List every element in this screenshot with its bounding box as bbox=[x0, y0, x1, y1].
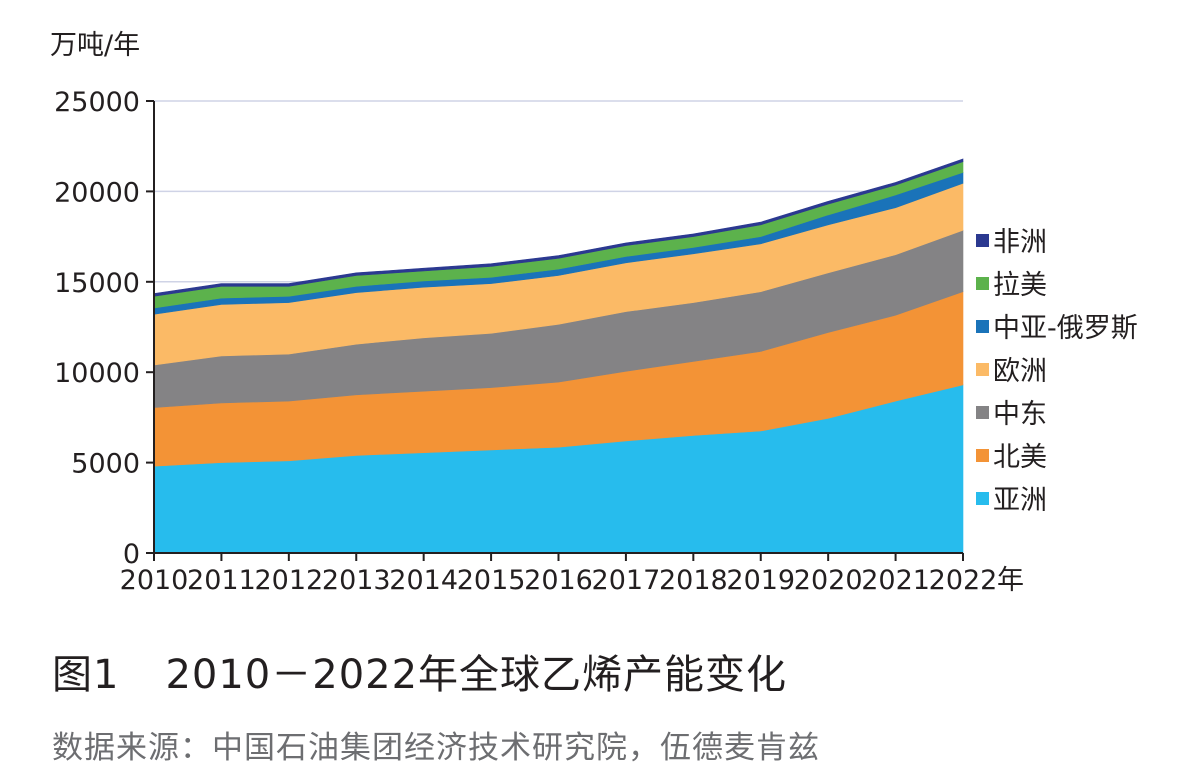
legend-swatch bbox=[976, 492, 989, 505]
legend-label: 拉美 bbox=[993, 270, 1047, 301]
x-tick-label: 2021 bbox=[861, 565, 930, 596]
legend-swatch bbox=[976, 449, 989, 462]
area-chart: 0500010000150002000025000201020112012201… bbox=[50, 30, 1138, 596]
axes: 0500010000150002000025000201020112012201… bbox=[54, 87, 1024, 596]
figure-title: 2010－2022年全球乙烯产能变化 bbox=[165, 652, 788, 698]
legend-label: 中东 bbox=[993, 399, 1047, 430]
figure-caption: 图1 2010－2022年全球乙烯产能变化 bbox=[52, 642, 787, 700]
legend-label: 欧洲 bbox=[993, 356, 1047, 387]
x-axis-unit-label: 年 bbox=[997, 565, 1024, 596]
data-source: 数据来源：中国石油集团经济技术研究院，伍德麦肯兹 bbox=[52, 730, 820, 766]
x-tick-label: 2019 bbox=[726, 565, 795, 596]
x-tick-label: 2016 bbox=[524, 565, 593, 596]
legend-swatch bbox=[976, 234, 989, 247]
x-tick-label: 2012 bbox=[254, 565, 323, 596]
x-tick-label: 2011 bbox=[187, 565, 256, 596]
x-tick-label: 2013 bbox=[322, 565, 391, 596]
y-tick-label: 10000 bbox=[54, 358, 140, 389]
legend-label: 中亚-俄罗斯 bbox=[993, 313, 1138, 344]
legend-swatch bbox=[976, 320, 989, 333]
y-tick-label: 15000 bbox=[54, 268, 140, 299]
x-tick-label: 2018 bbox=[659, 565, 728, 596]
y-tick-label: 25000 bbox=[54, 87, 140, 118]
legend-label: 非洲 bbox=[993, 227, 1047, 258]
figure-label: 图1 bbox=[52, 652, 120, 698]
x-tick-label: 2020 bbox=[794, 565, 863, 596]
area-series-6 bbox=[153, 158, 964, 297]
legend-swatch bbox=[976, 363, 989, 376]
x-tick-label: 2010 bbox=[120, 565, 189, 596]
y-tick-label: 5000 bbox=[71, 449, 140, 480]
x-tick-label: 2014 bbox=[389, 565, 458, 596]
legend-label: 北美 bbox=[993, 442, 1047, 473]
legend-swatch bbox=[976, 277, 989, 290]
x-tick-label: 2022 bbox=[929, 565, 998, 596]
y-tick-label: 20000 bbox=[54, 177, 140, 208]
y-tick-label: 0 bbox=[123, 539, 140, 570]
legend-label: 亚洲 bbox=[993, 485, 1047, 516]
x-tick-label: 2015 bbox=[457, 565, 526, 596]
stacked-areas bbox=[153, 158, 964, 554]
y-axis-label: 万吨/年 bbox=[50, 30, 140, 61]
x-tick-label: 2017 bbox=[592, 565, 661, 596]
legend-swatch bbox=[976, 406, 989, 419]
